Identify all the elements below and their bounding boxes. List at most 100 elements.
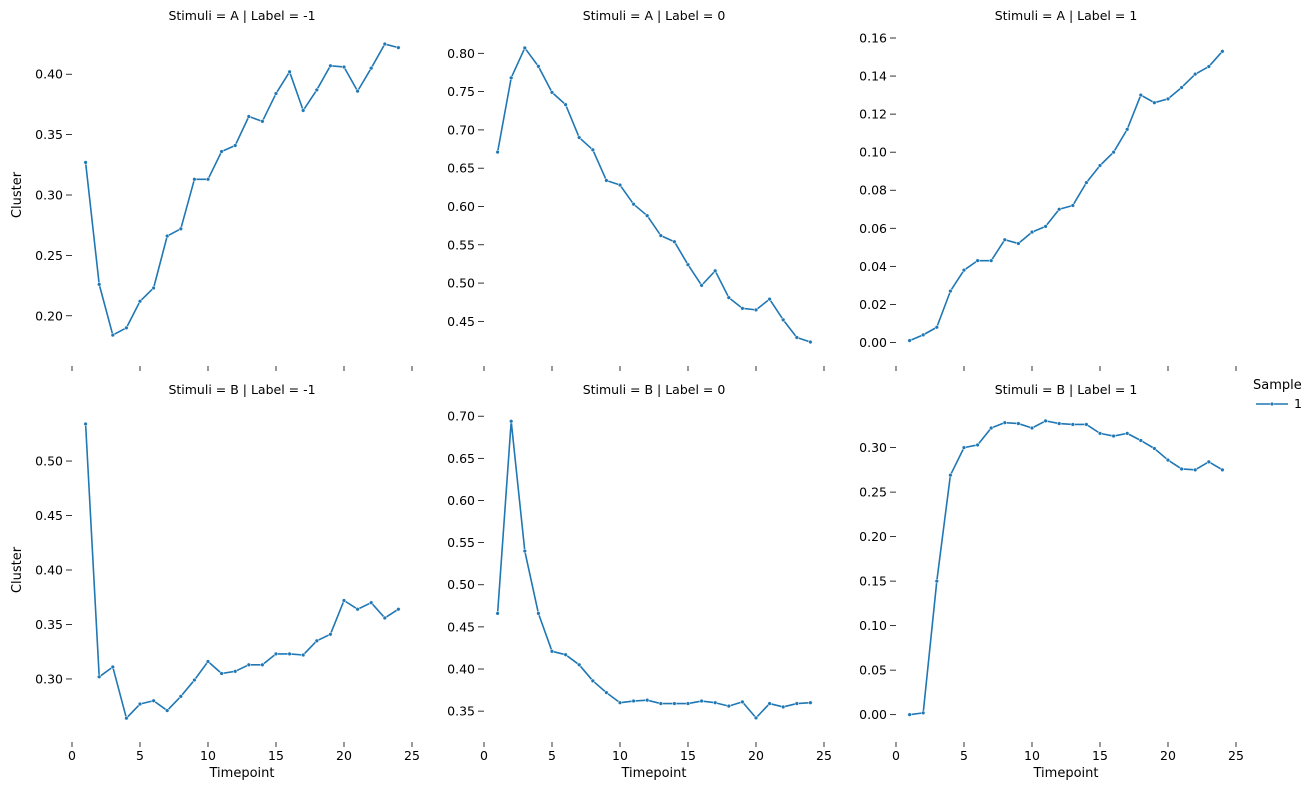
data-point — [975, 258, 980, 263]
y-tick-label: 0.50 — [35, 454, 63, 469]
facet-title: Stimuli = A | Label = 1 — [995, 8, 1138, 23]
data-point — [495, 149, 500, 155]
data-point — [1070, 422, 1075, 427]
data-point — [151, 698, 156, 703]
data-point — [328, 632, 333, 637]
data-point — [617, 700, 623, 705]
y-tick-label: 0.80 — [447, 46, 475, 61]
data-point — [369, 600, 374, 605]
y-axis-label: Cluster — [10, 171, 25, 218]
y-tick-label: 0.70 — [447, 122, 475, 137]
data-point — [233, 143, 238, 148]
x-tick-label: 10 — [1024, 748, 1040, 763]
data-point — [341, 64, 347, 70]
legend-entry-1: 1 — [1294, 396, 1302, 411]
data-point — [713, 268, 718, 273]
data-point — [124, 716, 129, 721]
facet-panel-1: Stimuli = A | Label = -1 0.20 0.25 0.30 0.35… — [10, 8, 413, 371]
y-tick-label: 0.08 — [859, 183, 887, 198]
data-point — [287, 651, 292, 657]
data-point — [219, 149, 224, 154]
data-point — [192, 177, 197, 182]
data-point — [178, 226, 183, 231]
x-tick-label: 20 — [748, 748, 764, 763]
y-axis-label: Cluster — [10, 546, 25, 593]
data-point — [1165, 457, 1171, 463]
y-tick-label: 0.30 — [859, 440, 887, 455]
y-tick-label: 0.40 — [35, 563, 63, 578]
y-tick-label: 0.45 — [447, 314, 475, 329]
data-point — [1111, 150, 1116, 155]
data-point — [396, 607, 401, 612]
y-tick-label: 0.10 — [859, 618, 887, 633]
x-axis-label: Timepoint — [1033, 766, 1099, 781]
y-tick-label: 0.45 — [35, 508, 63, 523]
data-point — [151, 285, 156, 291]
data-point — [246, 662, 251, 667]
y-tick-label: 0.04 — [859, 259, 887, 274]
data-point — [961, 445, 967, 450]
data-point — [1016, 421, 1021, 426]
data-point — [808, 339, 813, 345]
y-tick-label: 0.02 — [859, 297, 887, 312]
y-tick-label: 0.50 — [447, 276, 475, 291]
data-point — [124, 325, 129, 330]
y-tick-label: 0.50 — [447, 577, 475, 592]
data-point — [631, 202, 636, 207]
data-point — [1125, 431, 1130, 436]
data-point — [604, 690, 609, 695]
facet-title: Stimuli = A | Label = -1 — [168, 8, 315, 23]
data-point — [975, 442, 980, 448]
x-tick-label: 15 — [680, 748, 696, 763]
data-point — [509, 75, 514, 80]
data-point — [794, 701, 799, 706]
y-tick-label: 0.75 — [447, 84, 475, 99]
data-point — [369, 66, 374, 71]
data-point — [273, 91, 279, 96]
data-point — [1029, 425, 1035, 431]
y-tick-label: 0.00 — [859, 335, 887, 350]
data-point — [1125, 127, 1130, 132]
x-tick-label: 10 — [612, 748, 628, 763]
data-point — [563, 102, 568, 107]
data-point — [631, 698, 636, 704]
data-point — [382, 615, 387, 621]
series-line-1 — [496, 420, 811, 719]
data-point — [355, 88, 360, 94]
data-point — [740, 306, 745, 311]
data-point — [767, 701, 772, 706]
data-point — [536, 611, 541, 616]
data-point — [1220, 467, 1225, 473]
data-point — [989, 425, 994, 431]
x-axis-label: Timepoint — [209, 766, 275, 781]
y-tick-label: 0.20 — [859, 529, 887, 544]
data-point — [165, 233, 170, 239]
data-point — [1097, 431, 1103, 436]
data-point — [989, 258, 994, 263]
facet-title: Stimuli = B | Label = 0 — [583, 382, 726, 397]
data-point — [781, 317, 786, 322]
data-point — [1084, 422, 1089, 427]
data-point — [110, 664, 115, 670]
data-point — [1152, 446, 1157, 451]
data-point — [1016, 241, 1021, 246]
data-point — [726, 295, 731, 300]
data-point — [590, 147, 595, 152]
x-tick-label: 20 — [336, 748, 352, 763]
y-tick-label: 0.12 — [859, 107, 887, 122]
data-point — [658, 233, 663, 238]
data-point — [1057, 421, 1062, 426]
y-tick-label: 0.35 — [35, 617, 63, 632]
y-tick-label: 0.70 — [447, 409, 475, 424]
data-point — [1029, 229, 1035, 235]
facet-title: Stimuli = A | Label = 0 — [583, 8, 726, 23]
data-point — [685, 262, 691, 267]
x-tick-label: 5 — [548, 748, 556, 763]
data-point — [767, 297, 772, 302]
y-tick-label: 0.15 — [859, 574, 887, 589]
series-line-1 — [909, 420, 1223, 716]
y-tick-label: 0.06 — [859, 221, 887, 236]
y-tick-label: 0.25 — [35, 248, 63, 263]
data-point — [808, 700, 813, 705]
data-point — [740, 699, 745, 705]
